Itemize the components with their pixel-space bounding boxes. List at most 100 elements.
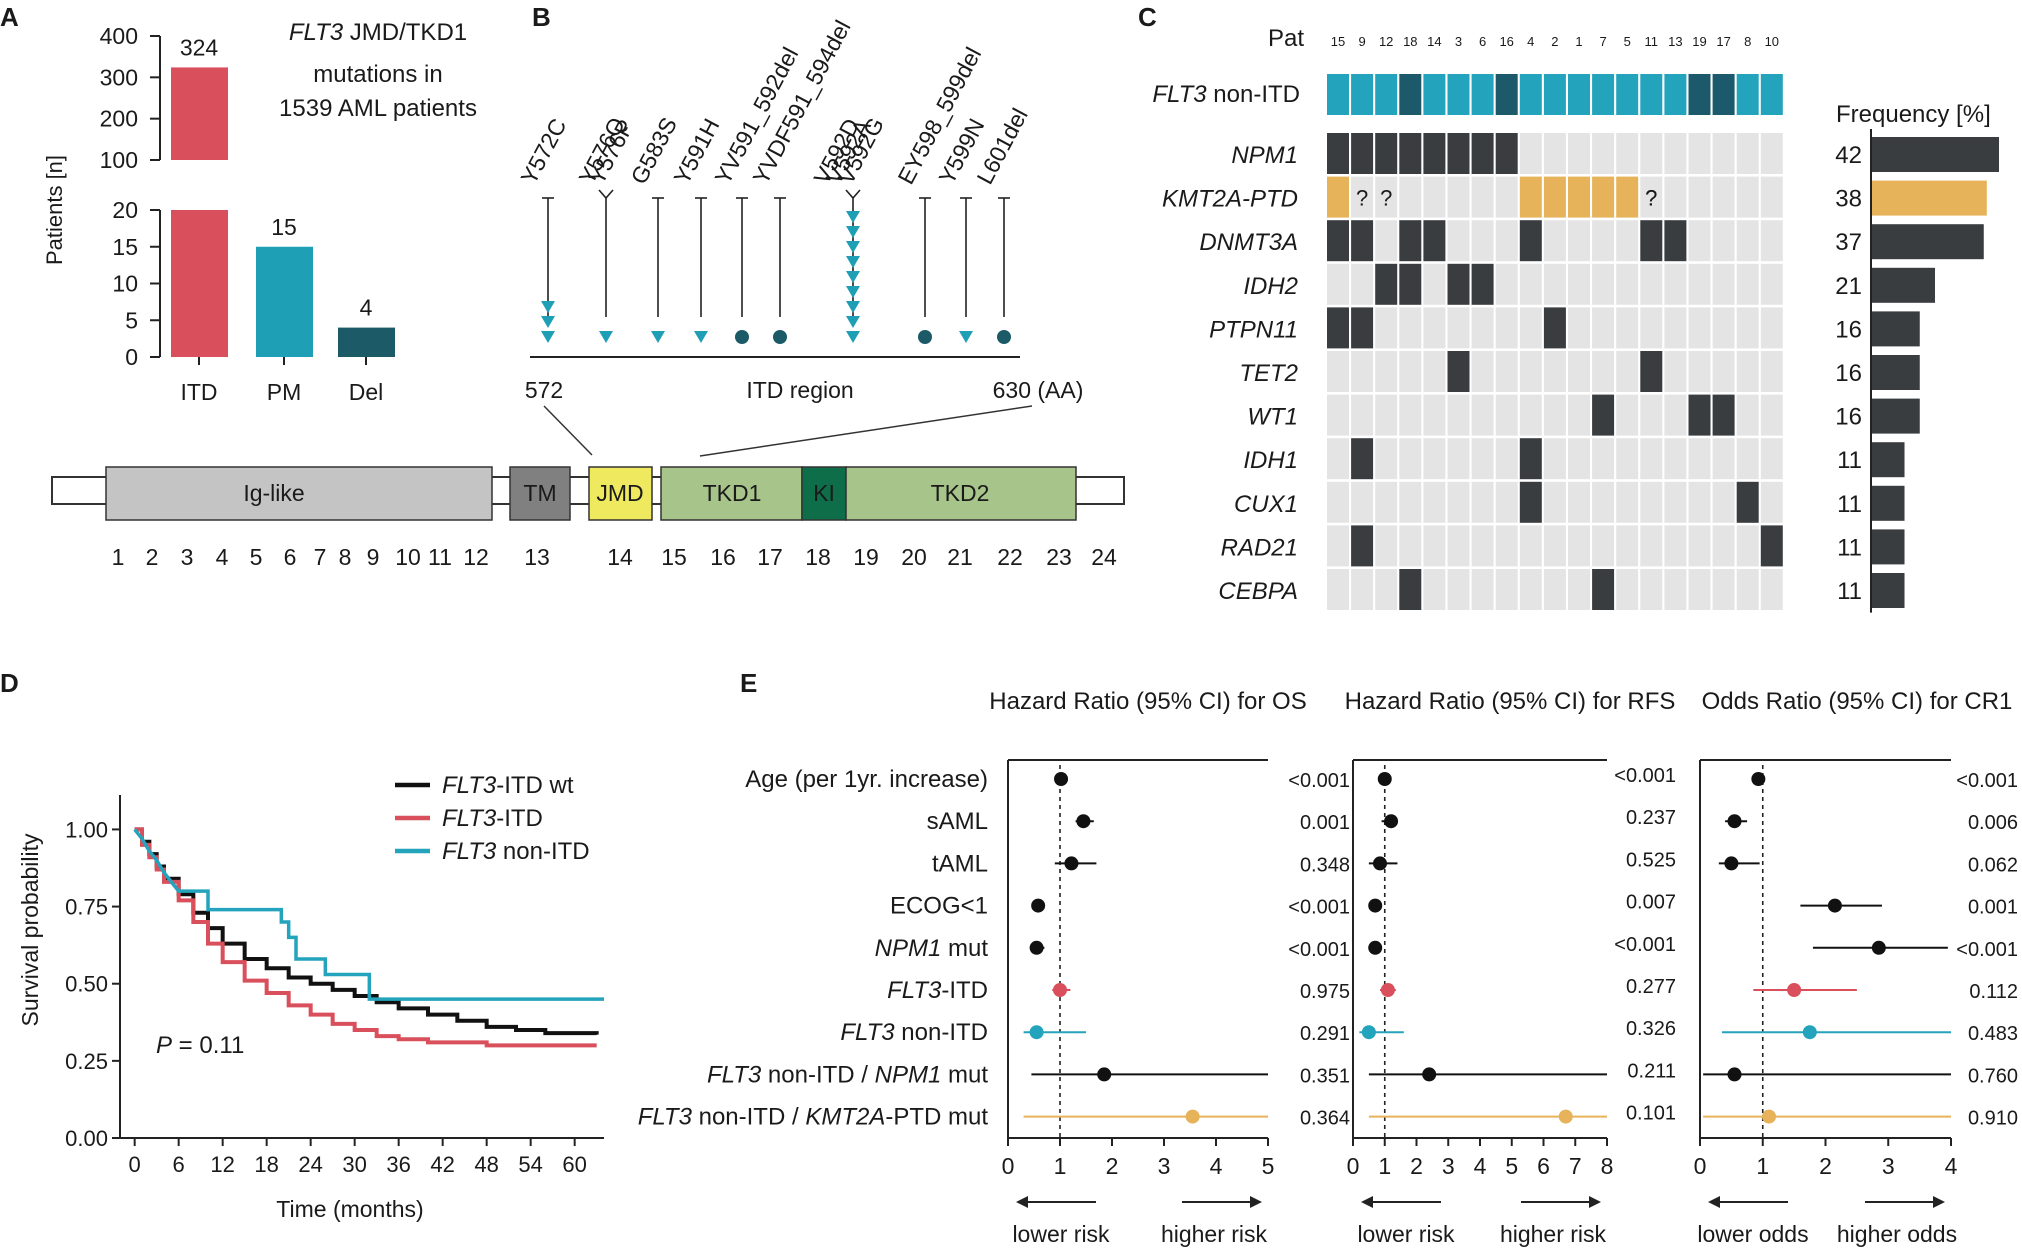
mutation-cell: [1712, 263, 1735, 305]
exon-number: 8: [339, 544, 352, 570]
panel-d-x-ticks: 0 6 12 18 24 30 36 42 48 54 60: [129, 1138, 587, 1177]
pvalue-cr1: <0.001: [1956, 770, 2018, 792]
covariate-part: FLT3: [707, 1061, 762, 1088]
panel-c-mutation-grid: ????: [1327, 133, 1783, 610]
point-estimate: [1422, 1067, 1437, 1082]
domain-jmd-label: JMD: [596, 480, 643, 506]
bar-itd-upper: [171, 67, 228, 160]
point-mutation-mark: [846, 256, 860, 268]
mutation-cell: [1327, 176, 1349, 218]
mutation-cell: [1640, 220, 1663, 262]
mutation-cell: [1543, 438, 1566, 480]
panel-b-zoom-line-left: [543, 405, 593, 456]
mutation-cell: [1688, 351, 1711, 392]
panel-c-nonitd-label: FLT3 non-ITD: [1152, 81, 1300, 108]
mutation-cell: [1471, 307, 1494, 349]
mutation-cell: [1640, 438, 1663, 480]
covariate-label: ECOG<1: [890, 893, 988, 920]
tick-label: 0: [1002, 1153, 1015, 1179]
panel-a-title-gene: FLT3: [289, 19, 344, 46]
point-estimate: [1377, 772, 1392, 786]
nonitd-cell: [1568, 74, 1590, 115]
mutation-cell: [1399, 569, 1422, 610]
pvalue-cr1: <0.001: [1956, 939, 2018, 961]
panel-d-curves: [133, 827, 604, 1048]
mutation-cell: [1399, 307, 1422, 349]
mutation-cell: [1447, 438, 1470, 480]
mutation-cell: [1712, 438, 1735, 480]
tick-label: 0.50: [65, 972, 108, 997]
tick-label: 0.25: [65, 1049, 108, 1074]
tick-label: 0: [129, 1152, 141, 1177]
frequency-bar: [1871, 180, 1987, 216]
panel-label-a: A: [0, 2, 19, 32]
mutation-cell: [1399, 394, 1422, 436]
mutation-cell: [1375, 394, 1398, 436]
mutation-cell: [1568, 481, 1590, 523]
patient-id: 19: [1692, 34, 1706, 49]
unknown-mark: ?: [1645, 186, 1657, 211]
panel-c-gene-labels: NPM1 KMT2A-PTD DNMT3A IDH2 PTPN11 TET2 WT1 IDH1…: [1162, 142, 1298, 605]
mutation-cell: [1760, 438, 1783, 480]
mutation-cell: [1351, 569, 1374, 610]
point-estimate: [1029, 940, 1044, 955]
mutation-cell: [1592, 176, 1615, 218]
panel-d-xlabel: Time (months): [276, 1196, 423, 1222]
exon-number: 3: [181, 544, 194, 570]
pvalue-os: 0.348: [1300, 854, 1350, 876]
point-mutation-mark: [541, 316, 555, 328]
pvalue-os: <0.001: [1288, 939, 1350, 961]
mutation-cell: [1447, 569, 1470, 610]
mutation-cell: [1592, 307, 1615, 349]
arrow-right-icon: [1250, 1196, 1262, 1208]
unknown-mark: ?: [1645, 186, 1657, 211]
patient-id: 3: [1455, 34, 1462, 49]
tick-label: 400: [100, 23, 138, 49]
legend-gene: FLT3: [442, 838, 497, 865]
pvalue-cr1: 0.910: [1968, 1108, 2018, 1130]
mutation-cell: [1447, 263, 1470, 305]
panel-b-zoom-line-right: [699, 405, 1033, 457]
nonitd-cell: [1375, 74, 1398, 115]
mutation-cell: [1616, 481, 1639, 523]
tick-label: 3: [1442, 1153, 1455, 1179]
point-estimate: [1787, 983, 1802, 997]
nonitd-cell: [1640, 74, 1663, 115]
bar-pm: [256, 246, 313, 357]
mutation-cell: [1471, 569, 1494, 610]
panel-a-title-rest: JMD/TKD1: [343, 19, 467, 46]
mutation-cell: [1327, 220, 1349, 262]
mutation-cell: [1712, 481, 1735, 523]
point-mutation-mark: [541, 331, 555, 343]
mutation-cell: [1495, 176, 1518, 218]
frequency-bar: [1871, 311, 1920, 347]
pvalue-rfs: 0.326: [1626, 1018, 1676, 1040]
panel-e-title-os: Hazard Ratio (95% CI) for OS: [989, 688, 1306, 715]
covariate-label: FLT3 non-ITD / KMT2A-PTD mut: [638, 1104, 989, 1131]
panel-c-nonitd-rest: non-ITD: [1207, 81, 1300, 108]
panel-c-nonitd-row: [1327, 74, 1783, 115]
panel-e-title-rfs: Hazard Ratio (95% CI) for RFS: [1345, 688, 1676, 715]
mutation-cell: [1712, 525, 1735, 567]
panel-c-frequency-bars: 42 38 37 21 16 16 16 11 11 11 11: [1835, 129, 1999, 613]
mutation-cell: [1592, 220, 1615, 262]
patient-id: 9: [1358, 34, 1365, 49]
tick-label: 18: [254, 1152, 278, 1177]
mutation-cell: [1616, 569, 1639, 610]
mutation-cell: [1471, 351, 1494, 392]
point-estimate: [1097, 1067, 1112, 1082]
mutation-cell: [1736, 481, 1759, 523]
mutation-cell: [1712, 176, 1735, 218]
mutation-cell: [1351, 351, 1374, 392]
mutation-cell: [1519, 481, 1542, 523]
covariate-part: FLT3: [887, 977, 942, 1004]
mutation-cell: [1375, 220, 1398, 262]
mutation-cell: [1447, 525, 1470, 567]
frequency-value: 11: [1837, 534, 1862, 561]
mutation-cell: [1736, 438, 1759, 480]
covariate-label: tAML: [932, 850, 988, 877]
arrow-left-icon: [1361, 1196, 1373, 1208]
exon-number: 4: [216, 544, 229, 570]
mutation-cell: [1664, 263, 1687, 305]
panel-d-p-rest: = 0.11: [172, 1032, 244, 1059]
